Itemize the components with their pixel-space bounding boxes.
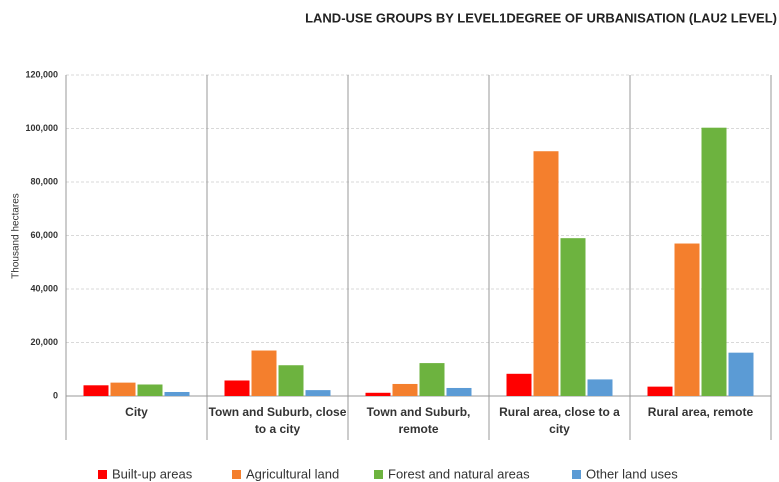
bar xyxy=(728,352,754,396)
x-tick-label: City xyxy=(125,405,148,419)
legend-label: Forest and natural areas xyxy=(388,466,530,481)
legend-swatch xyxy=(232,470,241,479)
legend-swatch xyxy=(98,470,107,479)
bar xyxy=(533,151,559,396)
y-tick-label: 60,000 xyxy=(30,230,58,240)
x-tick-label: Rural area, remote xyxy=(647,405,754,419)
bar xyxy=(506,373,532,396)
bar xyxy=(110,382,136,396)
bar xyxy=(164,391,190,396)
bar xyxy=(446,387,472,396)
bar xyxy=(137,384,163,396)
y-tick-label: 120,000 xyxy=(25,69,58,79)
y-axis-label: Thousand hectares xyxy=(11,193,22,279)
bar xyxy=(560,238,586,396)
legend-swatch xyxy=(572,470,581,479)
legend-swatch xyxy=(374,470,383,479)
bar xyxy=(701,127,727,396)
x-tick-label: Town and Suburb, close to a city xyxy=(208,405,347,436)
bar xyxy=(224,380,250,396)
bar xyxy=(647,386,673,396)
chart-title: LAND-USE GROUPS BY LEVEL1DEGREE OF URBAN… xyxy=(305,10,777,25)
bar xyxy=(305,390,331,396)
x-tick-label: Town and Suburb, remote xyxy=(366,405,471,436)
y-tick-label: 0 xyxy=(53,390,58,400)
bar xyxy=(419,363,445,396)
bar xyxy=(251,350,277,396)
bar xyxy=(587,379,613,396)
bar xyxy=(278,365,304,396)
y-tick-label: 20,000 xyxy=(30,337,58,347)
x-tick-label: Rural area, close to a city xyxy=(499,405,620,436)
bar xyxy=(674,243,700,396)
y-tick-label: 80,000 xyxy=(30,176,58,186)
bar xyxy=(83,385,109,396)
legend-label: Built-up areas xyxy=(112,466,193,481)
legend-label: Agricultural land xyxy=(246,466,339,481)
bar xyxy=(365,392,391,396)
bar xyxy=(392,383,418,396)
legend-label: Other land uses xyxy=(586,466,678,481)
y-tick-label: 40,000 xyxy=(30,283,58,293)
y-tick-label: 100,000 xyxy=(25,123,58,133)
